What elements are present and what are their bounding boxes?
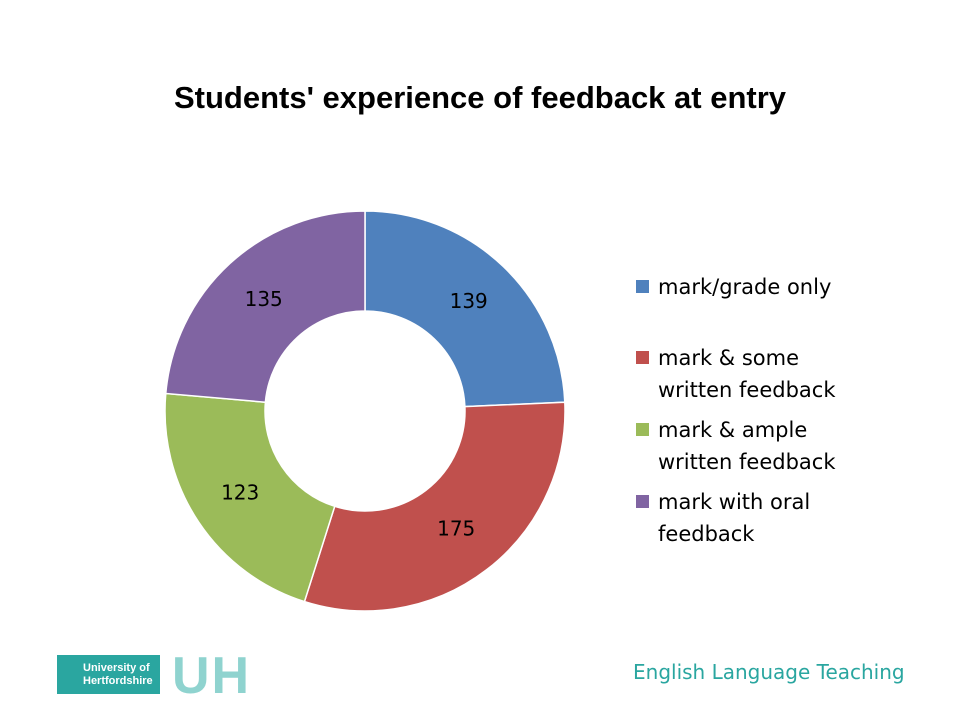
logo-text: University of bbox=[83, 662, 150, 674]
legend-label: mark & some written feedback bbox=[658, 346, 836, 402]
logo-text: Hertfordshire bbox=[83, 675, 153, 687]
legend-item: mark with oral feedback bbox=[636, 486, 876, 550]
logo-mark: UH bbox=[172, 647, 252, 705]
legend-swatch bbox=[636, 423, 649, 436]
donut-slice bbox=[303, 401, 566, 612]
legend-label: mark/grade only bbox=[658, 275, 832, 299]
legend-swatch bbox=[636, 495, 649, 508]
legend-swatch bbox=[636, 351, 649, 364]
logo: University of Hertfordshire bbox=[57, 655, 160, 694]
legend-label: mark & ample written feedback bbox=[658, 418, 836, 474]
data-label: 135 bbox=[245, 287, 283, 311]
chart-title: Students' experience of feedback at entr… bbox=[173, 80, 787, 115]
donut-slice bbox=[364, 210, 566, 408]
donut-slice bbox=[164, 392, 336, 603]
legend-item: mark & some written feedback bbox=[636, 342, 876, 406]
data-label: 139 bbox=[450, 289, 488, 313]
legend-label: mark with oral feedback bbox=[658, 490, 811, 546]
donut-slice bbox=[164, 210, 366, 404]
footer-text: English Language Teaching bbox=[633, 660, 905, 684]
data-label: 175 bbox=[437, 517, 475, 541]
legend-swatch bbox=[636, 280, 649, 293]
legend-item: mark/grade only bbox=[636, 271, 876, 303]
data-label: 123 bbox=[221, 481, 259, 505]
legend-item: mark & ample written feedback bbox=[636, 414, 876, 478]
